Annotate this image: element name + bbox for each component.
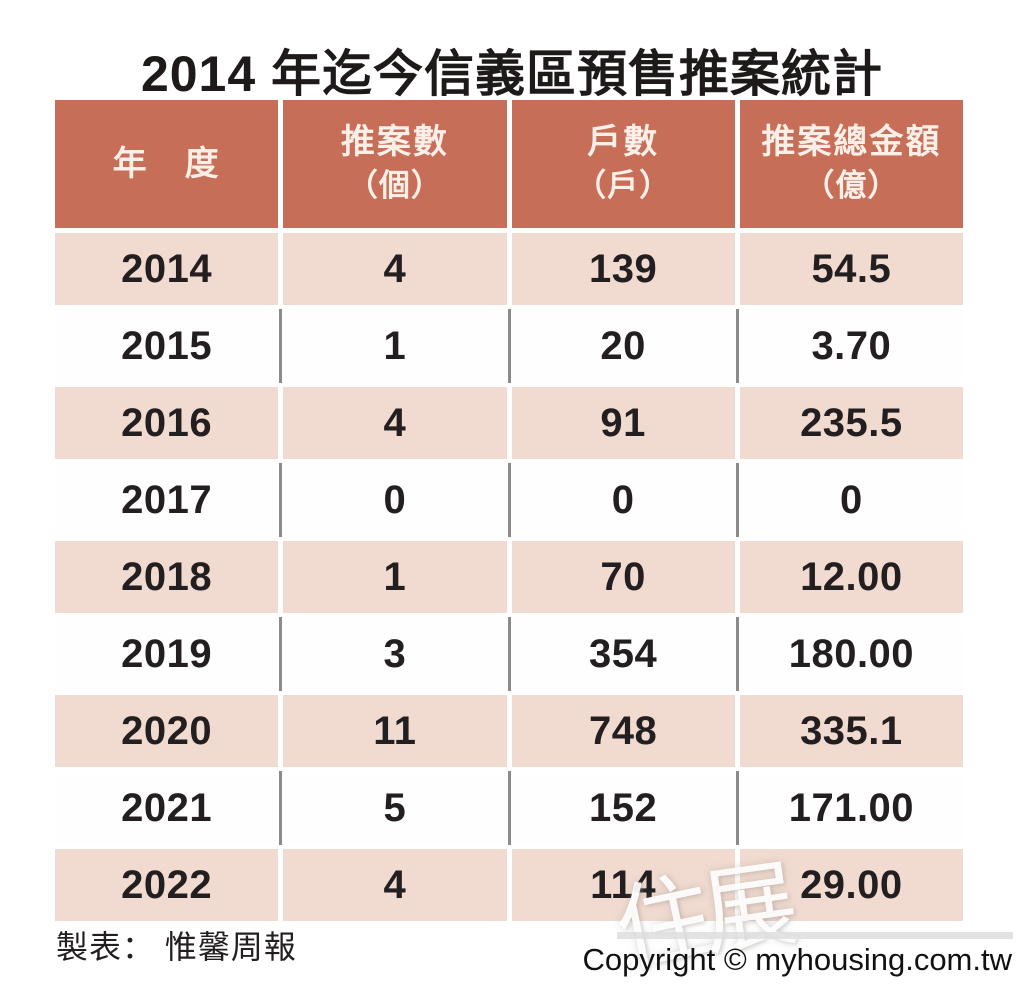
units-cell: 91: [511, 387, 735, 459]
projects-cell: 0: [283, 463, 511, 537]
projects-cell: 1: [283, 309, 511, 383]
amount-cell: 3.70: [739, 310, 963, 382]
year-cell: 2015: [55, 309, 283, 383]
header-cell-year: 年 度: [55, 100, 279, 228]
amount-cell: 0: [739, 464, 963, 536]
year-cell: 2016: [55, 387, 279, 459]
units-cell: 0: [511, 463, 740, 537]
amount-cell: 335.1: [739, 695, 963, 767]
projects-cell: 5: [283, 771, 511, 845]
amount-cell: 171.00: [739, 772, 963, 844]
units-cell: 139: [511, 233, 735, 305]
units-cell: 354: [511, 617, 740, 691]
units-cell: 20: [511, 309, 740, 383]
units-cell: 70: [511, 541, 735, 613]
header-unit-projects: （個）: [346, 168, 443, 204]
units-cell: 114: [511, 849, 735, 921]
projects-cell: 11: [283, 695, 507, 767]
amount-cell: 12.00: [739, 541, 963, 613]
page-title: 2014 年迄今信義區預售推案統計: [140, 46, 884, 102]
stats-table: 年 度 推案數 （個） 戶數 （戶） 推案總金額 （億） 2014 4 139 …: [55, 100, 963, 921]
year-cell: 2019: [55, 617, 283, 691]
header-cell-units: 戶數 （戶）: [511, 100, 735, 228]
header-label-units: 戶數: [587, 123, 660, 162]
year-cell: 2022: [55, 849, 279, 921]
copyright-divider: [617, 932, 1013, 939]
year-cell: 2017: [55, 463, 283, 537]
year-cell: 2020: [55, 695, 279, 767]
header-label-year: 年 度: [112, 144, 221, 183]
year-cell: 2018: [55, 541, 279, 613]
source-credit: 製表： 惟馨周報: [56, 929, 297, 965]
units-cell: 748: [511, 695, 735, 767]
year-cell: 2014: [55, 233, 279, 305]
amount-cell: 54.5: [739, 233, 963, 305]
amount-cell: 29.00: [739, 849, 963, 921]
projects-cell: 4: [283, 849, 507, 921]
header-cell-amount: 推案總金額 （億）: [739, 100, 963, 228]
projects-cell: 3: [283, 617, 511, 691]
header-label-projects: 推案數: [340, 123, 449, 162]
amount-cell: 235.5: [739, 387, 963, 459]
units-cell: 152: [511, 771, 740, 845]
header-cell-projects: 推案數 （個）: [283, 100, 507, 228]
header-unit-units: （戶）: [575, 168, 672, 204]
projects-cell: 4: [283, 387, 507, 459]
header-unit-amount: （億）: [803, 168, 900, 204]
projects-cell: 4: [283, 233, 507, 305]
year-cell: 2021: [55, 771, 283, 845]
amount-cell: 180.00: [739, 618, 963, 690]
projects-cell: 1: [283, 541, 507, 613]
header-label-amount: 推案總金額: [761, 123, 942, 162]
copyright-text: Copyright © myhousing.com.tw: [582, 942, 1012, 977]
